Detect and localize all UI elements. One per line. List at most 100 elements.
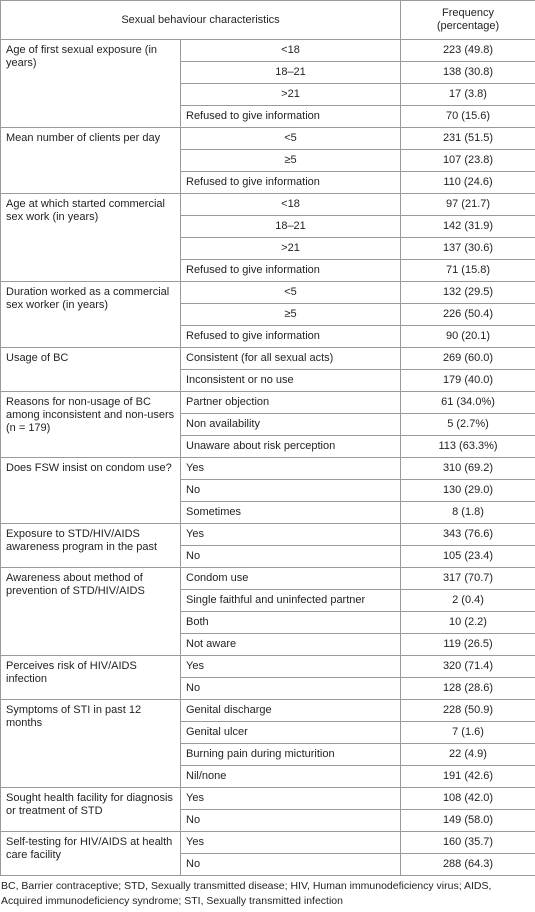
table-row: Not aware 119 (26.5) [1, 633, 535, 656]
category-cell: Single faithful and uninfected partner [179, 589, 402, 612]
frequency-cell: 142 (31.9) [400, 215, 535, 238]
frequency-cell: 310 (69.2) [400, 457, 535, 480]
frequency-cell: 231 (51.5) [400, 127, 535, 150]
table-row: Awareness about method of prevention of … [0, 567, 535, 656]
frequency-cell: 71 (15.8) [400, 259, 535, 282]
frequency-cell: 132 (29.5) [400, 281, 535, 304]
category-cell: No [179, 809, 402, 832]
table-row: Symptoms of STI in past 12 months Genital… [0, 699, 535, 788]
frequency-cell: 149 (58.0) [400, 809, 535, 832]
table-row: No 130 (29.0) [1, 479, 535, 502]
frequency-cell: 113 (63.3%) [400, 435, 535, 458]
table-row: Inconsistent or no use 179 (40.0) [1, 369, 535, 392]
table-row: Refused to give information 71 (15.8) [1, 259, 535, 282]
group-label: Age at which started commercial sex work… [0, 193, 181, 282]
table-row: ≥5 226 (50.4) [1, 303, 535, 326]
group-label: Does FSW insist on condom use? [0, 457, 181, 524]
frequency-cell: 61 (34.0%) [400, 391, 535, 414]
table-row: No 128 (28.6) [1, 677, 535, 700]
frequency-cell: 7 (1.6) [400, 721, 535, 744]
frequency-cell: 191 (42.6) [400, 765, 535, 788]
table-row: Refused to give information 110 (24.6) [1, 171, 535, 194]
category-cell: Nil/none [179, 765, 402, 788]
frequency-cell: 90 (20.1) [400, 325, 535, 348]
frequency-cell: 288 (64.3) [400, 853, 535, 876]
frequency-cell: 8 (1.8) [400, 501, 535, 524]
category-cell: No [179, 479, 402, 502]
table-row: Single faithful and uninfected partner 2 … [1, 589, 535, 612]
frequency-cell: 226 (50.4) [400, 303, 535, 326]
frequency-cell: 228 (50.9) [400, 699, 535, 722]
category-cell: Inconsistent or no use [179, 369, 402, 392]
frequency-cell: 10 (2.2) [400, 611, 535, 634]
category-cell: Condom use [179, 567, 402, 590]
group-label: Sought health facility for diagnosis or … [0, 787, 181, 832]
frequency-cell: 320 (71.4) [400, 655, 535, 678]
category-cell: Refused to give information [179, 171, 402, 194]
frequency-cell: 179 (40.0) [400, 369, 535, 392]
frequency-cell: 97 (21.7) [400, 193, 535, 216]
table-row: Age of first sexual exposure (in years) <… [0, 39, 535, 128]
table-row: Duration worked as a commercial sex work… [0, 281, 535, 348]
category-cell: >21 [179, 237, 402, 260]
frequency-cell: 107 (23.8) [400, 149, 535, 172]
category-cell: 18–21 [179, 61, 402, 84]
header-text: Frequency (percentage) [436, 7, 500, 32]
category-cell: Not aware [179, 633, 402, 656]
frequency-cell: 105 (23.4) [400, 545, 535, 568]
frequency-cell: 119 (26.5) [400, 633, 535, 656]
frequency-cell: 160 (35.7) [400, 831, 535, 854]
category-cell: <5 [179, 281, 402, 304]
category-cell: Non availability [179, 413, 402, 436]
category-cell: Partner objection [179, 391, 402, 414]
table-row: Unaware about risk perception 113 (63.3%) [1, 435, 535, 458]
category-cell: Unaware about risk perception [179, 435, 402, 458]
table-body: Age of first sexual exposure (in years) <… [0, 39, 535, 876]
frequency-cell: 128 (28.6) [400, 677, 535, 700]
frequency-cell: 138 (30.8) [400, 61, 535, 84]
category-cell: Yes [179, 655, 402, 678]
frequency-cell: 22 (4.9) [400, 743, 535, 766]
table-row: Does FSW insist on condom use? Yes 310 (69… [0, 457, 535, 524]
category-cell: No [179, 853, 402, 876]
table-row: Refused to give information 90 (20.1) [1, 325, 535, 348]
table-row: Burning pain during micturition 22 (4.9) [1, 743, 535, 766]
category-cell: <18 [179, 193, 402, 216]
table-row: Nil/none 191 (42.6) [1, 765, 535, 788]
frequency-cell: 70 (15.6) [400, 105, 535, 128]
group-label: Exposure to STD/HIV/AIDS awareness progr… [0, 523, 181, 568]
category-cell: Burning pain during micturition [179, 743, 402, 766]
data-table: Sexual behaviour characteristics Frequen… [0, 0, 535, 876]
frequency-cell: 317 (70.7) [400, 567, 535, 590]
category-cell: Both [179, 611, 402, 634]
table-row: Usage of BC Consistent (for all sexual ac… [0, 347, 535, 392]
category-cell: <5 [179, 127, 402, 150]
category-cell: Refused to give information [179, 105, 402, 128]
category-cell: ≥5 [179, 149, 402, 172]
group-label: Symptoms of STI in past 12 months [0, 699, 181, 788]
group-label: Duration worked as a commercial sex work… [0, 281, 181, 348]
category-cell: ≥5 [179, 303, 402, 326]
header-row: Sexual behaviour characteristics Frequen… [0, 0, 535, 40]
category-cell: Yes [179, 523, 402, 546]
footnote: BC, Barrier contraceptive; STD, Sexually… [1, 880, 492, 907]
category-cell: Consistent (for all sexual acts) [179, 347, 402, 370]
frequency-cell: 343 (76.6) [400, 523, 535, 546]
category-cell: No [179, 545, 402, 568]
table-row: Age at which started commercial sex work… [0, 193, 535, 282]
frequency-cell: 130 (29.0) [400, 479, 535, 502]
group-label: Awareness about method of prevention of … [0, 567, 181, 656]
category-cell: Genital discharge [179, 699, 402, 722]
table-row: Refused to give information 70 (15.6) [1, 105, 535, 128]
table-row: Mean number of clients per day <5 231 (51.… [0, 127, 535, 194]
category-cell: Yes [179, 787, 402, 810]
table-head: Sexual behaviour characteristics Frequen… [0, 0, 535, 40]
header-cell: Sexual behaviour characteristics [0, 0, 402, 40]
category-cell: Refused to give information [179, 325, 402, 348]
frequency-cell: 108 (42.0) [400, 787, 535, 810]
group-label: Age of first sexual exposure (in years) [0, 39, 181, 128]
frequency-cell: 269 (60.0) [400, 347, 535, 370]
header-cell: Frequency (percentage) [400, 0, 535, 40]
